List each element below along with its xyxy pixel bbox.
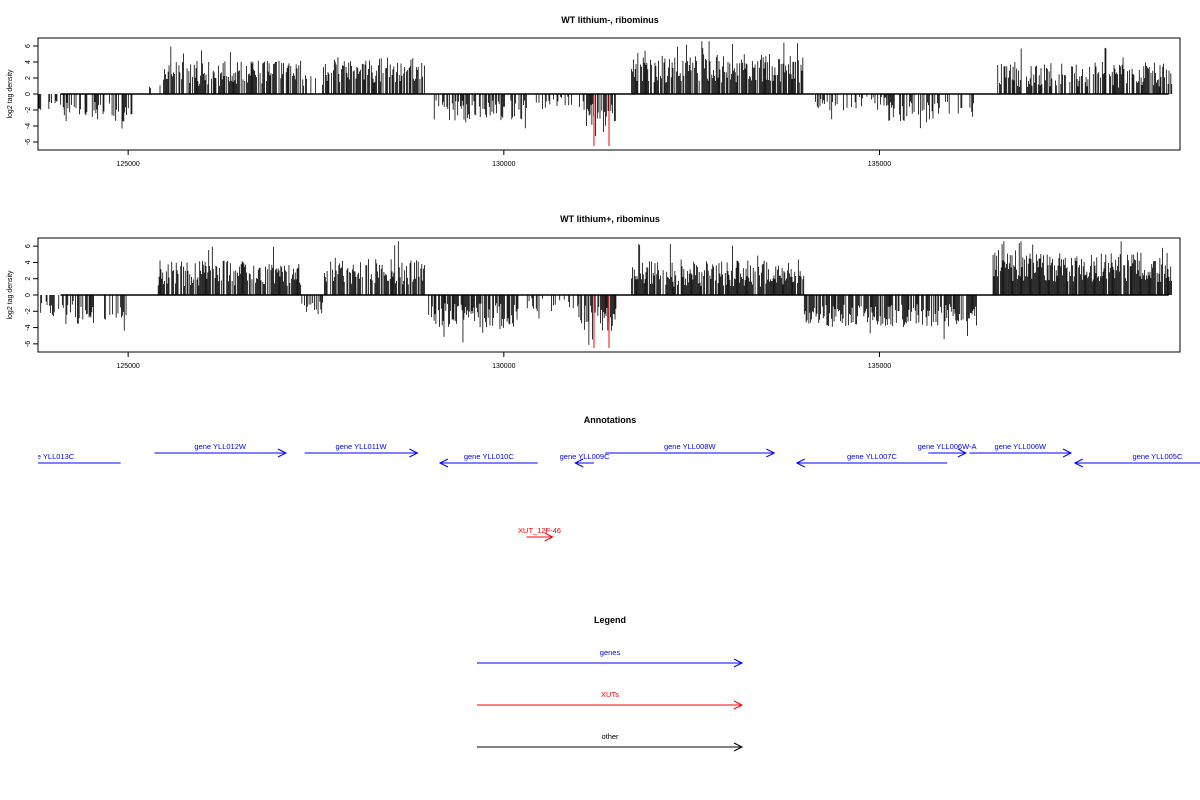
legend-title: Legend [594,615,626,625]
arrow-head-left [438,458,449,468]
legend-entry: other [477,732,744,752]
feature-label: XUT_12F-46 [518,526,561,535]
arrow-head-left [1073,458,1084,468]
panel-title: WT lithium-, ribominus [561,15,659,25]
arrow-head-right [957,448,967,458]
feature: gene YLL012W [154,442,288,458]
annotations-title: Annotations [584,415,637,425]
feature: gene YLL009C [560,452,610,468]
y-tick-label: 0 [25,92,32,96]
bar-series [37,41,1173,146]
legend: Legend genes XUTs other [477,615,744,752]
feature: gene YLL010C [438,452,538,468]
legend-entry: genes [477,648,744,668]
feature-label: gene YLL013C [24,452,74,461]
x-tick-label: 135000 [868,161,891,168]
feature-label: gene YLL009C [560,452,610,461]
feature-label: gene YLL006W-A [918,442,977,451]
y-tick-label: -4 [25,123,32,129]
feature-label: gene YLL010C [464,452,514,461]
y-tick-label: -6 [25,139,32,145]
bar-series [37,241,1172,348]
feature-label: gene YLL007C [847,452,897,461]
feature: gene YLL011W [304,442,419,458]
arrow-head-left [795,458,806,468]
panel-title: WT lithium+, ribominus [560,214,660,224]
arrow-head-right [1062,448,1073,458]
x-tick-label: 135000 [868,363,891,370]
x-axis: 125000 130000 135000 [116,150,891,168]
legend-arrow-head [733,658,744,668]
arrow-head-left [574,458,584,468]
panel-lithium-minus: WT lithium-, ribominus log2 tag density … [7,15,1181,168]
feature-label: gene YLL011W [336,442,388,451]
y-tick-label: 6 [25,244,32,248]
x-axis: 125000 130000 135000 [116,352,891,370]
y-tick-label: -6 [25,341,32,347]
y-tick-label: 4 [25,260,32,264]
x-tick-label: 130000 [492,363,515,370]
y-axis-label: log2 tag density [7,270,14,320]
x-tick-label: 125000 [116,161,139,168]
y-tick-label: 0 [25,293,32,297]
feature: gene YLL006W-A [918,442,977,458]
feature: XUT_12F-46 [518,526,561,542]
y-axis: 6 4 2 0 -2 -4 -6 [25,44,38,145]
panel-lithium-plus: WT lithium+, ribominus log2 tag density … [7,214,1181,370]
legend-entries: genes XUTs other [477,648,744,752]
y-tick-label: 2 [25,76,32,80]
feature: gene YLL013C [24,452,121,464]
feature: gene YLL005C [1073,452,1200,468]
x-tick-label: 130000 [492,161,515,168]
feature-list: gene YLL013C gene YLL012W gene YLL011W gene… [24,442,1200,542]
legend-label: other [601,732,619,741]
y-tick-label: 2 [25,277,32,281]
legend-entry: XUTs [477,690,744,710]
feature-label: gene YLL008W [664,442,716,451]
feature-label: gene YLL006W [995,442,1047,451]
arrow-head-right [544,532,554,542]
feature: gene YLL007C [795,452,948,468]
feature-label: gene YLL005C [1132,452,1182,461]
y-axis: 6 4 2 0 -2 -4 -6 [25,244,38,347]
legend-label: genes [600,648,621,657]
y-axis-label: log2 tag density [7,69,14,119]
feature: gene YLL008W [605,442,776,458]
x-tick-label: 125000 [116,363,139,370]
legend-arrow-head [733,700,744,710]
y-tick-label: -2 [25,308,32,314]
y-tick-label: 6 [25,44,32,48]
y-tick-label: 4 [25,60,32,64]
arrow-head-right [409,448,419,458]
legend-label: XUTs [601,690,619,699]
y-tick-label: -2 [25,107,32,113]
legend-arrow-head [733,742,744,752]
arrow-head-right [766,448,776,458]
arrow-head-right [277,448,288,458]
y-tick-label: -4 [25,324,32,330]
feature: gene YLL006W [969,442,1073,458]
feature-label: gene YLL012W [194,442,246,451]
